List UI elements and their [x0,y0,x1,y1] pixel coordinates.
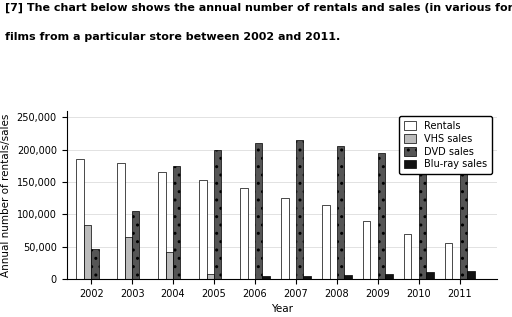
Bar [91,249,98,279]
Bar [199,180,207,279]
Bar [385,275,393,279]
Legend: Rentals, VHS sales, DVD sales, Blu-ray sales: Rentals, VHS sales, DVD sales, Blu-ray s… [399,116,492,174]
Text: films from a particular store between 2002 and 2011.: films from a particular store between 20… [5,32,340,42]
Text: [7] The chart below shows the annual number of rentals and sales (in various for: [7] The chart below shows the annual num… [5,3,512,13]
Bar [445,243,453,279]
Bar [76,159,84,279]
Bar [467,271,475,279]
Y-axis label: Annual number of rentals/sales: Annual number of rentals/sales [1,113,11,277]
Bar [404,234,412,279]
Bar [281,197,289,279]
Bar [426,273,434,279]
Bar [363,221,371,279]
Bar [337,146,344,279]
Bar [262,276,270,279]
Bar [117,163,125,279]
Bar [240,189,248,279]
Bar [378,153,385,279]
Bar [214,150,221,279]
Bar [296,140,303,279]
Bar [303,276,311,279]
Bar [173,166,180,279]
Bar [166,252,173,279]
X-axis label: Year: Year [271,304,292,314]
Bar [158,172,166,279]
Bar [460,164,467,279]
Bar [419,159,426,279]
Bar [207,274,214,279]
Bar [255,143,262,279]
Bar [322,205,330,279]
Bar [344,275,352,279]
Bar [125,237,132,279]
Bar [132,211,139,279]
Bar [84,225,91,279]
